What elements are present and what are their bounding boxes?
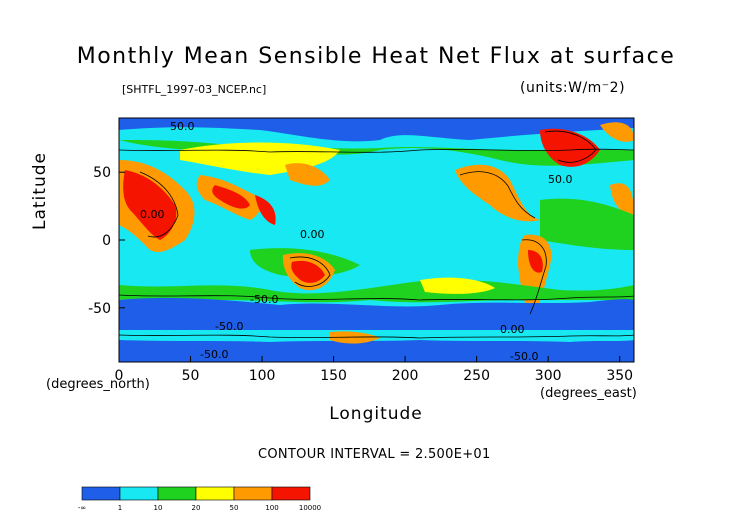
contour-lines	[119, 130, 634, 339]
colorbar-swatch	[157, 486, 197, 501]
contour-line	[544, 130, 597, 163]
contour-line	[119, 148, 634, 153]
units-label: (units:W/m⁻2)	[520, 80, 626, 96]
colorbar-swatch	[119, 486, 159, 501]
colorbar-label: -∞	[78, 504, 86, 512]
antarctic-cyan-strip	[119, 330, 634, 341]
y-tick-label: -50	[88, 301, 111, 317]
contour-label: -50.0	[215, 320, 243, 333]
contour-label: 0.00	[500, 323, 525, 336]
x-units-label: (degrees_east)	[540, 386, 637, 401]
tropical-atlantic-region	[540, 198, 634, 250]
sahara-hot-region	[123, 170, 177, 240]
contour-interval-text: CONTOUR INTERVAL = 2.500E+01	[258, 447, 491, 462]
india-hot-region	[255, 195, 276, 225]
colorbar-swatch	[195, 486, 235, 501]
colorbar-swatch	[233, 486, 273, 501]
east-edge-africa-region	[610, 183, 634, 215]
contour-line	[521, 239, 547, 315]
arctic-region	[119, 118, 634, 142]
contour-line	[139, 171, 179, 238]
southern-blue-band	[119, 297, 634, 330]
x-tick-label: 300	[535, 368, 562, 384]
colorbar: -∞ 1 10 20 50 100 10000	[78, 486, 321, 512]
x-axis-label-text: Longitude	[329, 404, 423, 424]
colorbar-label: 10	[154, 504, 163, 512]
ross-sea-region	[330, 331, 380, 344]
x-tick-label: 50	[182, 368, 200, 384]
contour-label: -50.0	[250, 293, 278, 306]
x-tick-label: 350	[606, 368, 633, 384]
northeast-corner-region	[600, 122, 634, 142]
x-tick-label: 100	[249, 368, 276, 384]
contour-label: 0.00	[140, 208, 165, 221]
contour-label: -50.0	[510, 350, 538, 363]
colorbar-swatch	[271, 486, 311, 501]
contour-line	[119, 294, 634, 301]
x-axis: 0 50 100 150 200 250 300 350	[115, 356, 633, 384]
x-tick-label: 150	[320, 368, 347, 384]
plot-area: -50.0 -50.0 -50.0 -50.0 0.00 0.00 0.00 5…	[119, 118, 634, 363]
arabia-hot-region	[212, 185, 250, 209]
y-axis: -50 0 50	[88, 165, 125, 317]
contour-label-group: -50.0 -50.0 -50.0 -50.0 0.00 0.00 0.00 5…	[140, 120, 573, 363]
x-tick-label: 0	[115, 368, 124, 384]
chart-title: Monthly Mean Sensible Heat Net Flux at s…	[76, 44, 676, 69]
colorbar-label: 50	[230, 504, 239, 512]
antarctica-region	[119, 340, 634, 362]
chart-subtitle: [SHTFL_1997-03_NCEP.nc]	[122, 83, 267, 96]
australia-hot-region	[291, 260, 325, 283]
y-tick-label: 50	[93, 165, 111, 181]
colorbar-swatch	[81, 486, 121, 501]
contour-label: 50.0	[548, 173, 573, 186]
contour-label: 50.0	[170, 120, 195, 133]
y-tick-label: 0	[102, 233, 111, 249]
contour-line	[459, 171, 536, 219]
contour-label: 0.00	[300, 228, 325, 241]
south-pacific-yellow	[420, 277, 495, 294]
contour-label: -50.0	[200, 348, 228, 361]
colorbar-label: 20	[192, 504, 201, 512]
x-tick-label: 250	[463, 368, 490, 384]
colorbar-label: 10000	[299, 504, 321, 512]
y-units-label: (degrees_north)	[46, 377, 150, 392]
contour-line	[119, 334, 634, 339]
x-tick-label: 200	[392, 368, 419, 384]
contour-line	[289, 256, 331, 287]
north-america-region	[455, 164, 540, 222]
x-axis-label: Longitude	[0, 404, 752, 424]
colorbar-label: 100	[265, 504, 278, 512]
colorbar-label: 1	[118, 504, 122, 512]
south-america-hot-region	[528, 250, 543, 273]
greenland-hot-region	[540, 128, 600, 167]
east-asia-region	[285, 163, 330, 186]
